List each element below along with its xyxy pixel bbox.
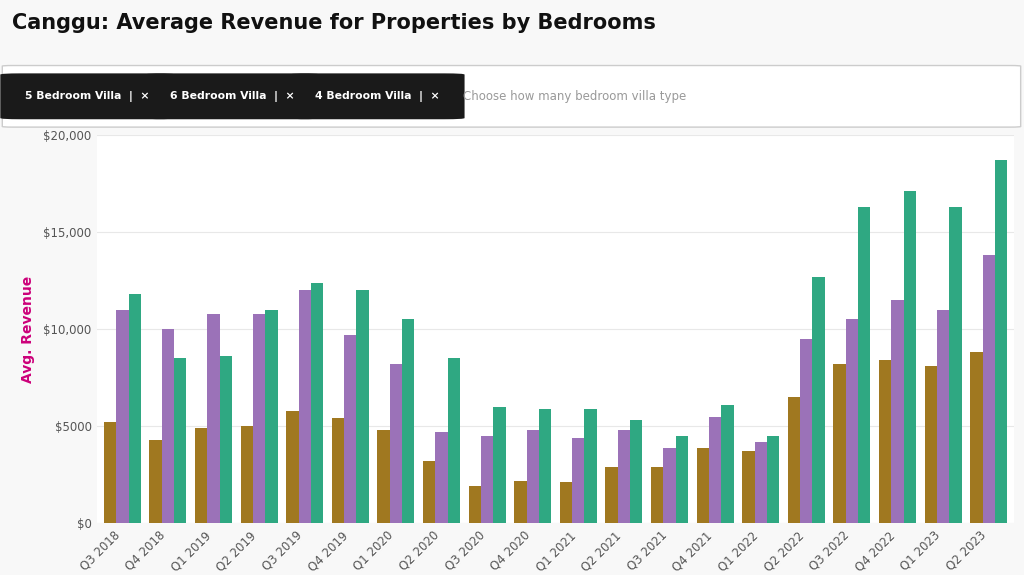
Bar <box>494 407 506 523</box>
Bar <box>241 426 253 523</box>
Bar <box>970 352 982 523</box>
Bar <box>891 300 903 523</box>
Bar <box>812 277 824 523</box>
Bar <box>800 339 812 523</box>
Bar <box>196 428 208 523</box>
Bar <box>469 486 481 523</box>
Bar <box>949 207 962 523</box>
Text: 6 Bedroom Villa  |  ×: 6 Bedroom Villa | × <box>170 91 295 102</box>
Bar <box>846 320 858 523</box>
Bar <box>585 409 597 523</box>
Bar <box>651 467 664 523</box>
Text: 4 Bedroom Villa  |  ×: 4 Bedroom Villa | × <box>315 91 439 102</box>
Bar <box>287 411 299 523</box>
Bar <box>514 481 526 523</box>
Bar <box>676 436 688 523</box>
Bar <box>605 467 617 523</box>
Bar <box>742 451 755 523</box>
FancyBboxPatch shape <box>0 74 175 119</box>
FancyBboxPatch shape <box>290 74 465 119</box>
Bar <box>572 438 585 523</box>
Bar <box>402 320 415 523</box>
Bar <box>560 482 572 523</box>
Text: Choose how many bedroom villa type: Choose how many bedroom villa type <box>463 90 686 103</box>
Bar <box>721 405 733 523</box>
Bar <box>378 430 390 523</box>
Bar <box>481 436 494 523</box>
Bar <box>995 160 1008 523</box>
Bar <box>208 314 220 523</box>
Bar <box>265 310 278 523</box>
Bar <box>174 358 186 523</box>
Bar <box>526 430 539 523</box>
Bar <box>311 283 324 523</box>
Bar <box>103 422 116 523</box>
Bar <box>858 207 870 523</box>
Y-axis label: Avg. Revenue: Avg. Revenue <box>22 275 35 383</box>
Bar <box>937 310 949 523</box>
Bar <box>834 364 846 523</box>
Bar <box>664 447 676 523</box>
Bar <box>903 191 915 523</box>
Bar <box>116 310 129 523</box>
Bar <box>755 442 767 523</box>
Bar <box>390 364 402 523</box>
Bar <box>162 329 174 523</box>
Text: 5 Bedroom Villa  |  ×: 5 Bedroom Villa | × <box>26 91 150 102</box>
Bar <box>696 447 709 523</box>
Bar <box>709 416 721 523</box>
Bar <box>787 397 800 523</box>
Text: Canggu: Average Revenue for Properties by Bedrooms: Canggu: Average Revenue for Properties b… <box>12 13 656 33</box>
Bar <box>220 356 232 523</box>
Bar <box>617 430 630 523</box>
Bar <box>423 461 435 523</box>
Bar <box>925 366 937 523</box>
Bar <box>344 335 356 523</box>
FancyBboxPatch shape <box>2 66 1021 127</box>
Bar <box>767 436 779 523</box>
Bar <box>150 440 162 523</box>
FancyBboxPatch shape <box>145 74 319 119</box>
Bar <box>356 290 369 523</box>
Bar <box>630 420 642 523</box>
Bar <box>982 255 995 523</box>
Bar <box>253 314 265 523</box>
Bar <box>435 432 447 523</box>
Bar <box>447 358 460 523</box>
Bar <box>129 294 141 523</box>
Bar <box>539 409 551 523</box>
Bar <box>332 419 344 523</box>
Bar <box>879 360 891 523</box>
Bar <box>299 290 311 523</box>
